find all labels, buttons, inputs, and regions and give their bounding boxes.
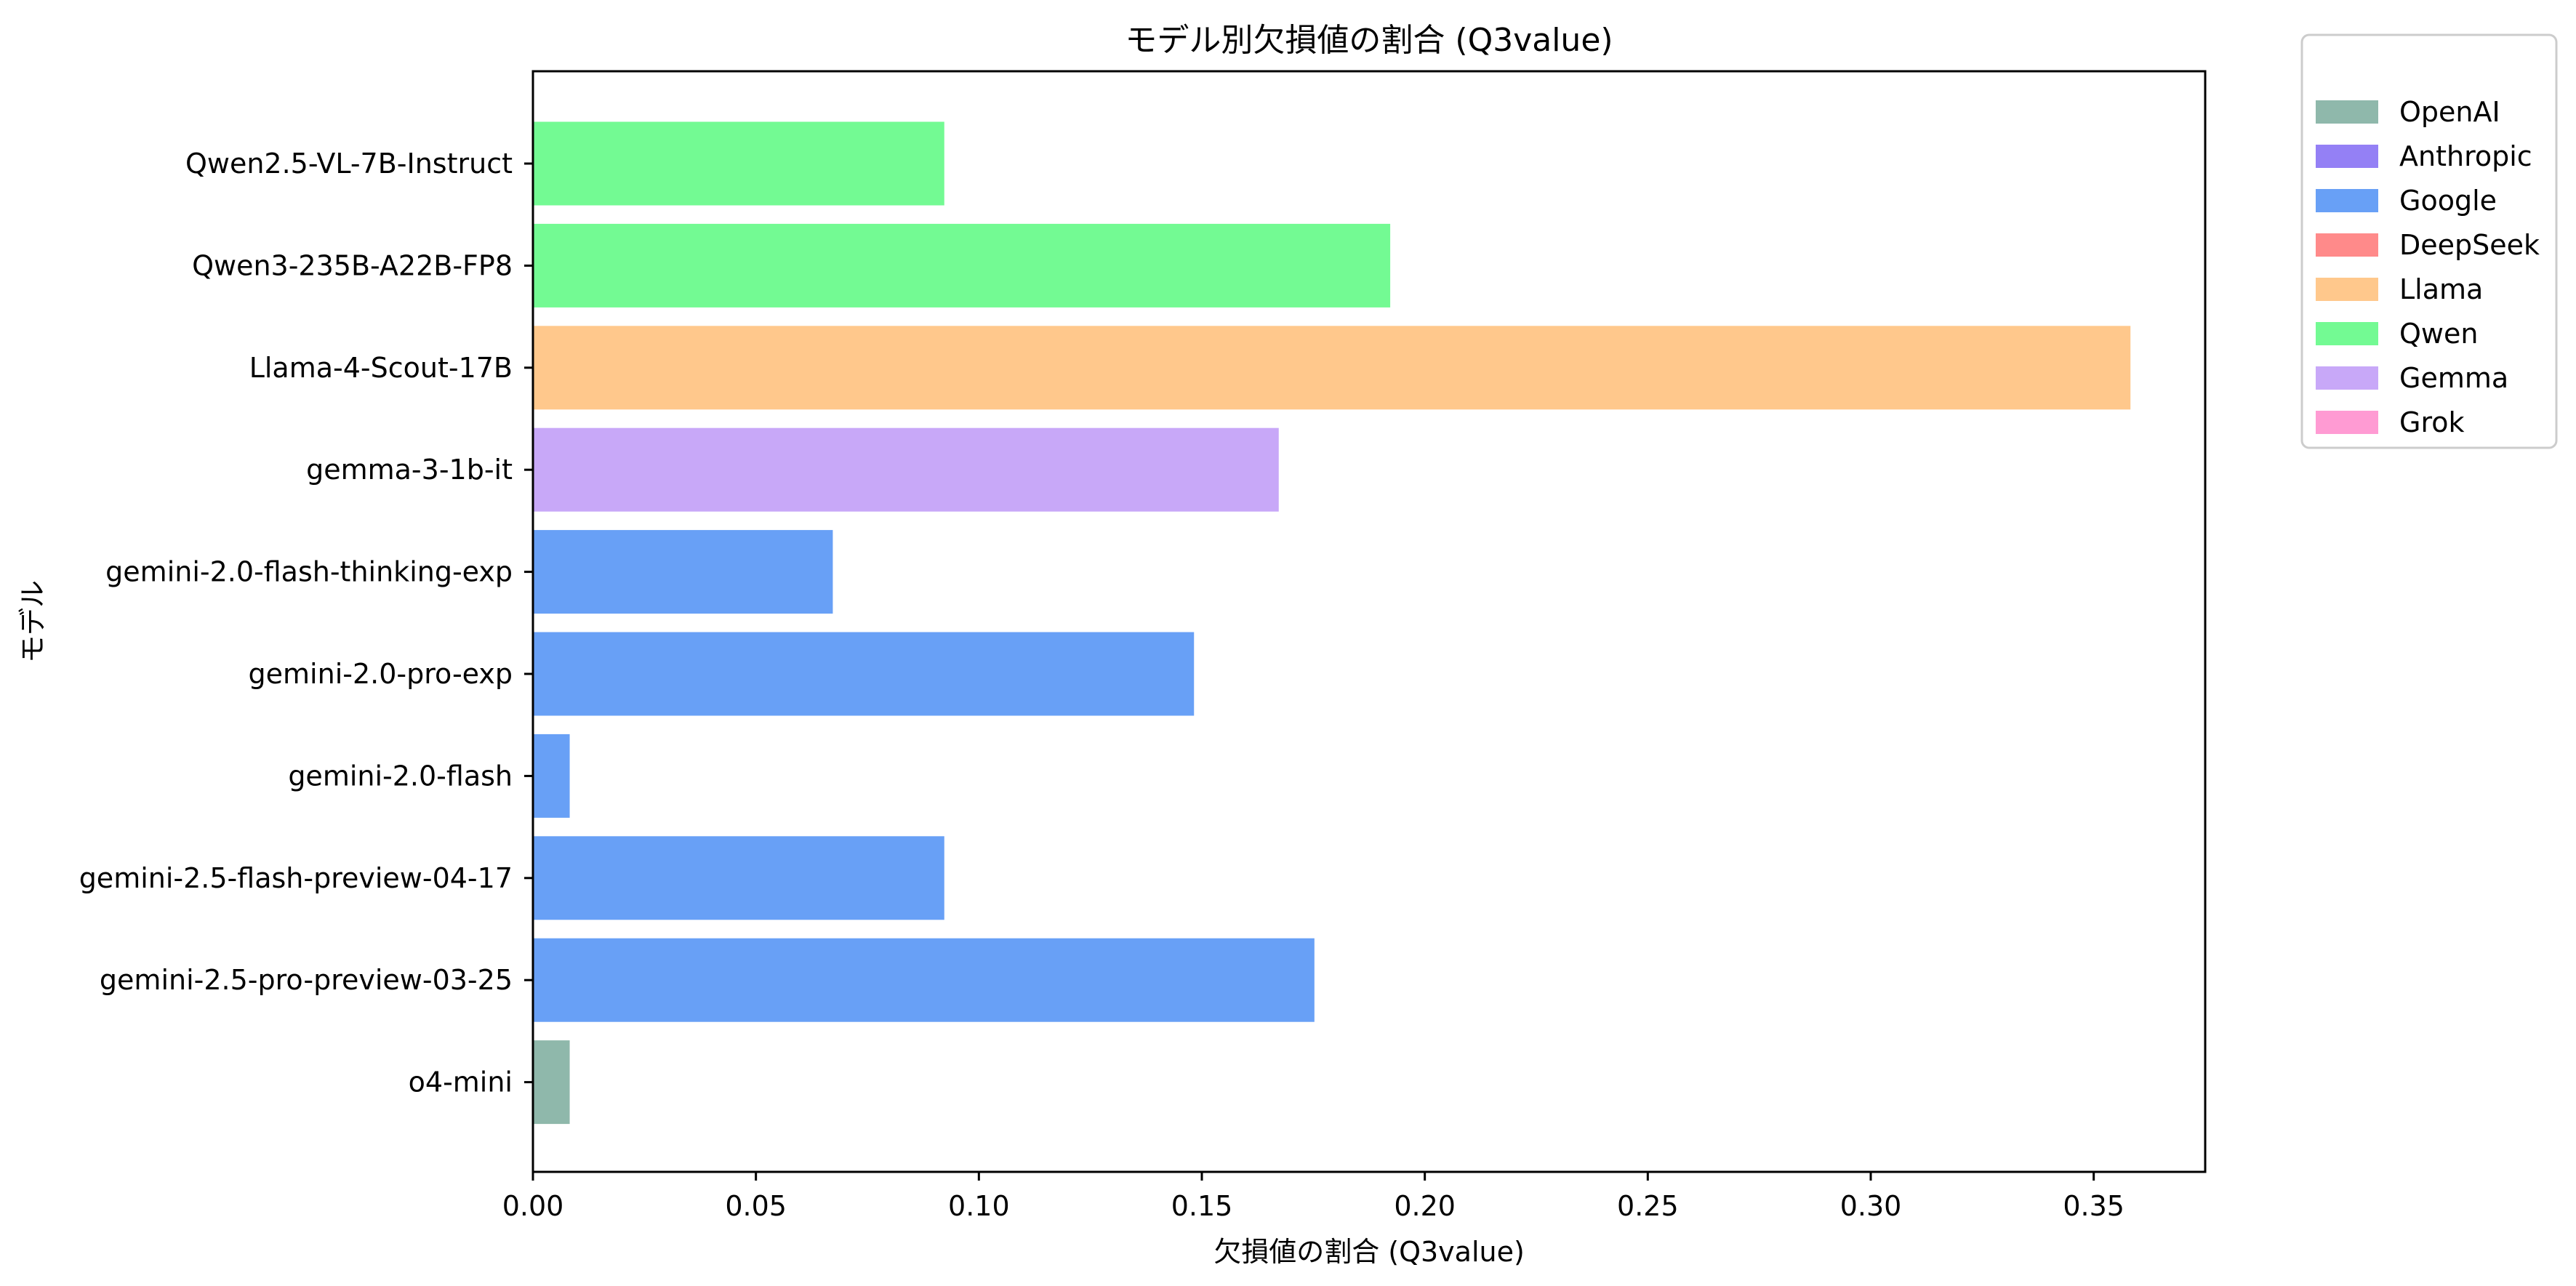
x-tick-label: 0.20 bbox=[1394, 1190, 1456, 1222]
bars-group bbox=[531, 121, 2131, 1125]
plot-frame bbox=[531, 70, 2207, 1173]
legend-label-openai: OpenAI bbox=[2399, 96, 2500, 128]
legend-label-gemma: Gemma bbox=[2399, 362, 2508, 394]
y-tick-label: Qwen3-235B-A22B-FP8 bbox=[192, 249, 513, 281]
legend: OpenAI Anthropic Google DeepSeek Llama Qwen Ge… bbox=[2300, 33, 2558, 449]
bar-gemini-2.5-pro-preview-03-25 bbox=[531, 938, 1315, 1022]
x-tick-label: 0.10 bbox=[948, 1190, 1010, 1222]
legend-label-llama: Llama bbox=[2399, 273, 2483, 305]
y-tick-label: gemini-2.0-flash-thinking-exp bbox=[105, 556, 513, 588]
x-tick-label: 0.15 bbox=[1171, 1190, 1233, 1222]
legend-swatch-deepseek bbox=[2316, 233, 2378, 257]
chart-title: モデル別欠損値の割合 (Q3value) bbox=[1125, 22, 1613, 59]
y-axis-label: モデル bbox=[17, 580, 49, 663]
y-tick-label: Llama-4-Scout-17B bbox=[249, 352, 513, 384]
x-tick-label: 0.30 bbox=[1840, 1190, 1902, 1222]
legend-swatch-gemma bbox=[2316, 366, 2378, 390]
x-tick-label: 0.35 bbox=[2063, 1190, 2124, 1222]
x-tick-label: 0.25 bbox=[1617, 1190, 1679, 1222]
y-tick-label: gemini-2.5-pro-preview-03-25 bbox=[100, 964, 513, 996]
y-tick-label: gemma-3-1b-it bbox=[306, 454, 513, 486]
y-tick-label: Qwen2.5-VL-7B-Instruct bbox=[185, 148, 513, 180]
x-ticks-group: 0.00 0.05 0.10 0.15 0.20 0.25 0.30 0.35 bbox=[502, 1172, 2124, 1222]
x-tick-label: 0.05 bbox=[725, 1190, 787, 1222]
bar-gemini-2.0-pro-exp bbox=[531, 632, 1195, 716]
legend-label-anthropic: Anthropic bbox=[2399, 140, 2532, 172]
y-tick-label: o4-mini bbox=[409, 1066, 513, 1098]
x-axis-label: 欠損値の割合 (Q3value) bbox=[1213, 1236, 1525, 1268]
legend-label-grok: Grok bbox=[2399, 406, 2465, 438]
legend-swatch-llama bbox=[2316, 278, 2378, 301]
legend-swatch-google bbox=[2316, 189, 2378, 212]
bar-gemma-3-1b-it bbox=[531, 427, 1279, 512]
legend-label-google: Google bbox=[2399, 185, 2497, 217]
bar-gemini-2.0-flash bbox=[531, 734, 570, 818]
bar-gemini-2.5-flash-preview-04-17 bbox=[531, 836, 944, 920]
legend-label-deepseek: DeepSeek bbox=[2399, 229, 2540, 261]
legend-swatch-openai bbox=[2316, 100, 2378, 124]
y-tick-label: gemini-2.0-pro-exp bbox=[249, 658, 513, 690]
y-tick-label: gemini-2.0-flash bbox=[288, 760, 513, 792]
y-ticks-group: Qwen2.5-VL-7B-Instruct Qwen3-235B-A22B-FP… bbox=[79, 148, 533, 1098]
bar-o4-mini bbox=[531, 1040, 570, 1125]
x-tick-label: 0.00 bbox=[502, 1190, 564, 1222]
bar-Llama-4-Scout-17B bbox=[531, 326, 2131, 410]
bar-Qwen3-235B-A22B-FP8 bbox=[531, 223, 1391, 308]
bar-gemini-2.0-flash-thinking-exp bbox=[531, 530, 833, 614]
y-tick-label: gemini-2.5-flash-preview-04-17 bbox=[79, 862, 513, 894]
legend-swatch-anthropic bbox=[2316, 145, 2378, 168]
legend-label-qwen: Qwen bbox=[2399, 318, 2478, 350]
bar-Qwen2.5-VL-7B-Instruct bbox=[531, 121, 944, 206]
legend-swatch-qwen bbox=[2316, 322, 2378, 345]
legend-swatch-grok bbox=[2316, 411, 2378, 434]
